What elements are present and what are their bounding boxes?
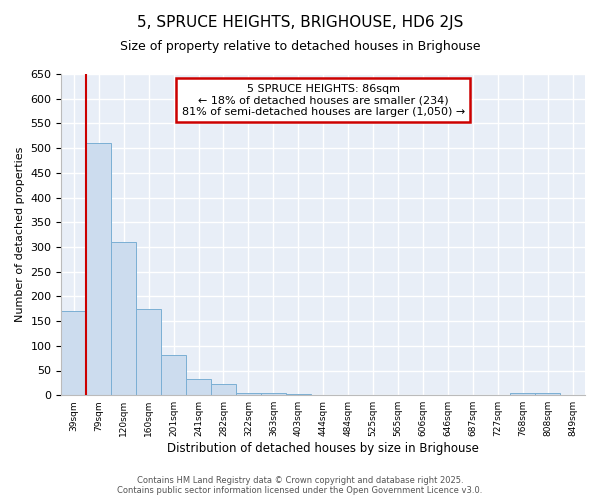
Text: 5 SPRUCE HEIGHTS: 86sqm
← 18% of detached houses are smaller (234)
81% of semi-d: 5 SPRUCE HEIGHTS: 86sqm ← 18% of detache… xyxy=(182,84,465,117)
Bar xyxy=(261,392,286,395)
Bar xyxy=(111,242,136,395)
Bar xyxy=(161,354,186,395)
X-axis label: Distribution of detached houses by size in Brighouse: Distribution of detached houses by size … xyxy=(167,442,479,455)
Bar xyxy=(61,311,86,395)
Bar xyxy=(211,384,236,395)
Bar xyxy=(510,392,535,395)
Bar xyxy=(236,392,261,395)
Text: Size of property relative to detached houses in Brighouse: Size of property relative to detached ho… xyxy=(120,40,480,53)
Bar xyxy=(535,392,560,395)
Bar xyxy=(286,394,311,395)
Bar xyxy=(136,308,161,395)
Text: Contains HM Land Registry data © Crown copyright and database right 2025.
Contai: Contains HM Land Registry data © Crown c… xyxy=(118,476,482,495)
Bar xyxy=(186,379,211,395)
Y-axis label: Number of detached properties: Number of detached properties xyxy=(15,147,25,322)
Text: 5, SPRUCE HEIGHTS, BRIGHOUSE, HD6 2JS: 5, SPRUCE HEIGHTS, BRIGHOUSE, HD6 2JS xyxy=(137,15,463,30)
Bar xyxy=(86,143,111,395)
